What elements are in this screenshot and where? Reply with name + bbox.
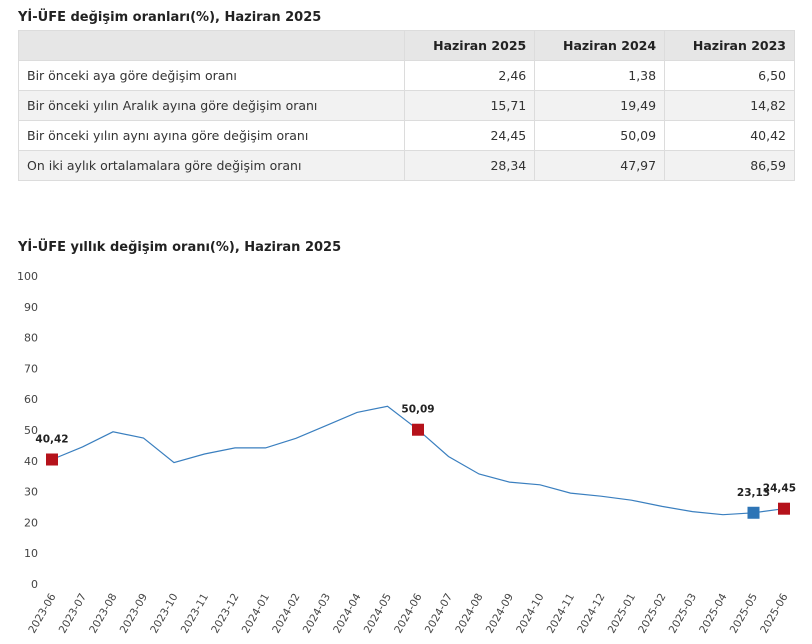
x-tick-label: 2023-06	[26, 591, 58, 635]
x-tick-label: 2024-01	[240, 592, 272, 636]
x-axis: 2023-062023-072023-082023-092023-102023-…	[26, 591, 790, 635]
table-row: On iki aylık ortalamalara göre değişim o…	[17, 150, 795, 181]
data-point-marker	[412, 423, 424, 436]
row-value: 24,45	[404, 120, 536, 151]
y-tick-label: 20	[24, 516, 38, 529]
y-tick-label: 80	[24, 332, 38, 345]
y-tick-label: 50	[24, 424, 38, 437]
data-label: 50,09	[401, 404, 434, 416]
row-value: 1,38	[534, 60, 666, 91]
x-tick-label: 2023-10	[148, 592, 180, 636]
header-cell-2024: Haziran 2024	[534, 30, 666, 61]
x-tick-label: 2024-12	[575, 592, 607, 636]
x-tick-label: 2025-05	[728, 592, 760, 636]
y-tick-label: 30	[24, 486, 38, 499]
y-tick-label: 90	[24, 301, 38, 314]
table-header-row: Haziran 2025 Haziran 2024 Haziran 2023	[17, 30, 795, 61]
row-value: 2,46	[404, 60, 536, 91]
x-tick-label: 2025-04	[697, 591, 729, 635]
data-point-marker	[778, 502, 790, 515]
row-value: 40,42	[664, 120, 795, 151]
x-tick-label: 2024-03	[301, 592, 333, 636]
x-tick-label: 2024-08	[453, 592, 485, 636]
y-tick-label: 0	[31, 578, 38, 591]
table-row: Bir önceki yılın aynı ayına göre değişim…	[17, 120, 795, 151]
chart-title: Yİ-ÜFE yıllık değişim oranı(%), Haziran …	[18, 240, 342, 255]
row-value: 6,50	[664, 60, 795, 91]
x-tick-label: 2024-07	[423, 592, 455, 636]
x-tick-label: 2024-05	[362, 592, 394, 636]
row-value: 19,49	[534, 90, 666, 121]
row-value: 15,71	[404, 90, 536, 121]
x-tick-label: 2023-11	[179, 592, 211, 636]
x-tick-label: 2025-01	[606, 592, 638, 636]
series-group	[51, 405, 785, 516]
x-tick-label: 2023-09	[118, 592, 150, 636]
table-row: Bir önceki aya göre değişim oranı 2,46 1…	[17, 60, 795, 91]
row-label: Bir önceki yılın Aralık ayına göre değiş…	[17, 90, 406, 121]
y-tick-label: 10	[24, 547, 38, 560]
data-label: 40,42	[35, 434, 68, 446]
x-tick-label: 2023-12	[209, 592, 241, 636]
x-tick-label: 2025-02	[636, 592, 668, 636]
table-title: Yİ-ÜFE değişim oranları(%), Haziran 2025	[18, 10, 322, 25]
y-axis: 0 10 20 30 40 50 60 70 80 90 100	[17, 270, 38, 591]
table-row: Bir önceki yılın Aralık ayına göre değiş…	[17, 90, 795, 121]
row-value: 47,97	[534, 150, 666, 181]
data-label: 24,45	[763, 483, 796, 495]
y-tick-label: 60	[24, 393, 38, 406]
x-tick-label: 2023-07	[57, 592, 89, 636]
x-tick-label: 2024-02	[270, 592, 302, 636]
x-tick-label: 2024-04	[331, 591, 363, 635]
stats-table: Haziran 2025 Haziran 2024 Haziran 2023 B…	[17, 30, 795, 181]
x-tick-label: 2025-03	[667, 592, 699, 636]
y-tick-label: 70	[24, 362, 38, 375]
data-point-marker	[46, 453, 58, 466]
row-value: 28,34	[404, 150, 536, 181]
row-value: 14,82	[664, 90, 795, 121]
x-tick-label: 2025-06	[758, 591, 790, 635]
row-value: 50,09	[534, 120, 666, 151]
x-tick-label: 2024-10	[514, 592, 546, 636]
row-label: Bir önceki aya göre değişim oranı	[17, 60, 406, 91]
data-point-marker	[747, 506, 760, 519]
y-tick-label: 100	[17, 270, 38, 283]
row-value: 86,59	[664, 150, 795, 181]
data-label: 23,13	[737, 487, 770, 499]
header-cell-empty	[17, 30, 406, 61]
row-label: On iki aylık ortalamalara göre değişim o…	[17, 150, 406, 181]
series-line	[51, 405, 785, 516]
x-tick-label: 2024-06	[392, 591, 424, 635]
y-tick-label: 40	[24, 455, 38, 468]
x-tick-label: 2024-09	[484, 592, 516, 636]
x-tick-label: 2024-11	[545, 592, 577, 636]
header-cell-2025: Haziran 2025	[404, 30, 536, 61]
row-label: Bir önceki yılın aynı ayına göre değişim…	[17, 120, 406, 151]
header-cell-2023: Haziran 2023	[664, 30, 795, 61]
x-tick-label: 2023-08	[87, 592, 119, 636]
